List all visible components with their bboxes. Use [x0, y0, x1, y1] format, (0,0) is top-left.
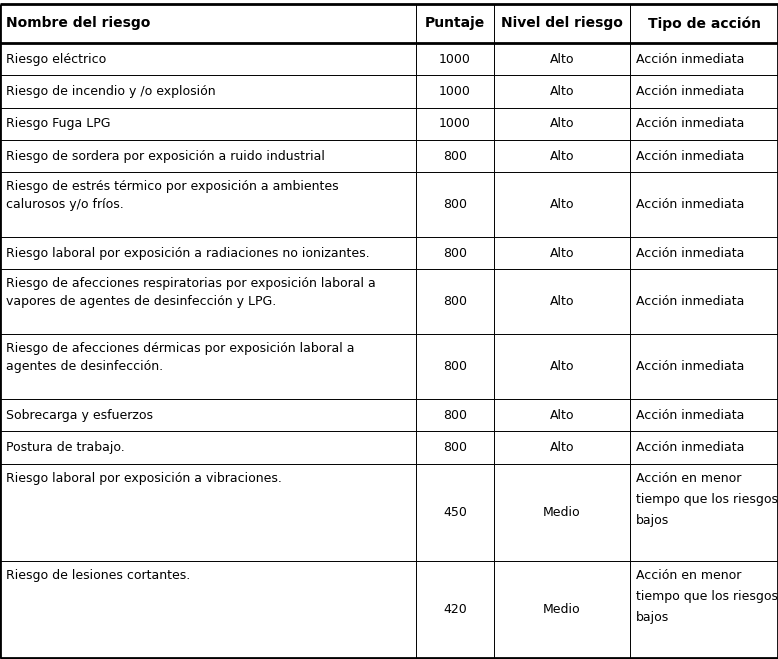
Text: 800: 800	[443, 150, 467, 163]
Text: Riesgo Fuga LPG: Riesgo Fuga LPG	[6, 117, 110, 130]
Text: Alto: Alto	[550, 150, 574, 163]
Text: Acción inmediata: Acción inmediata	[636, 441, 745, 454]
Text: Medio: Medio	[543, 506, 581, 519]
Text: Acción inmediata: Acción inmediata	[636, 150, 745, 163]
Text: Nombre del riesgo: Nombre del riesgo	[6, 16, 151, 30]
Text: 1000: 1000	[439, 85, 471, 98]
Text: 800: 800	[443, 198, 467, 212]
Text: Acción inmediata: Acción inmediata	[636, 295, 745, 308]
Text: Alto: Alto	[550, 360, 574, 373]
Text: Acción inmediata: Acción inmediata	[636, 247, 745, 260]
Text: Nivel del riesgo: Nivel del riesgo	[501, 16, 623, 30]
Text: Riesgo de incendio y /o explosión: Riesgo de incendio y /o explosión	[6, 85, 216, 98]
Text: 800: 800	[443, 441, 467, 454]
Text: Acción inmediata: Acción inmediata	[636, 198, 745, 212]
Text: Acción inmediata: Acción inmediata	[636, 409, 745, 422]
Text: 800: 800	[443, 409, 467, 422]
Text: Medio: Medio	[543, 603, 581, 616]
Text: Riesgo laboral por exposición a radiaciones no ionizantes.: Riesgo laboral por exposición a radiacio…	[6, 247, 370, 260]
Text: Riesgo de afecciones dérmicas por exposición laboral a
agentes de desinfección.: Riesgo de afecciones dérmicas por exposi…	[6, 342, 355, 373]
Text: Postura de trabajo.: Postura de trabajo.	[6, 441, 125, 454]
Text: Riesgo eléctrico: Riesgo eléctrico	[6, 53, 107, 65]
Text: Alto: Alto	[550, 247, 574, 260]
Text: Acción inmediata: Acción inmediata	[636, 360, 745, 373]
Text: 800: 800	[443, 247, 467, 260]
Text: Alto: Alto	[550, 409, 574, 422]
Text: Riesgo laboral por exposición a vibraciones.: Riesgo laboral por exposición a vibracio…	[6, 472, 282, 484]
Text: Alto: Alto	[550, 441, 574, 454]
Text: Alto: Alto	[550, 198, 574, 212]
Text: Acción inmediata: Acción inmediata	[636, 53, 745, 65]
Text: Riesgo de estrés térmico por exposición a ambientes
calurosos y/o fríos.: Riesgo de estrés térmico por exposición …	[6, 181, 339, 212]
Text: Sobrecarga y esfuerzos: Sobrecarga y esfuerzos	[6, 409, 153, 422]
Text: Tipo de acción: Tipo de acción	[647, 16, 761, 31]
Text: Alto: Alto	[550, 117, 574, 130]
Text: 420: 420	[443, 603, 467, 616]
Text: Riesgo de sordera por exposición a ruido industrial: Riesgo de sordera por exposición a ruido…	[6, 150, 325, 163]
Text: Acción inmediata: Acción inmediata	[636, 85, 745, 98]
Text: Acción en menor
tiempo que los riesgos
bajos: Acción en menor tiempo que los riesgos b…	[636, 569, 778, 624]
Text: 450: 450	[443, 506, 467, 519]
Text: Puntaje: Puntaje	[425, 16, 485, 30]
Text: Riesgo de afecciones respiratorias por exposición laboral a
vapores de agentes d: Riesgo de afecciones respiratorias por e…	[6, 277, 376, 308]
Text: Alto: Alto	[550, 295, 574, 308]
Text: 1000: 1000	[439, 53, 471, 65]
Text: Acción inmediata: Acción inmediata	[636, 117, 745, 130]
Text: 800: 800	[443, 360, 467, 373]
Text: Riesgo de lesiones cortantes.: Riesgo de lesiones cortantes.	[6, 569, 191, 582]
Text: Alto: Alto	[550, 85, 574, 98]
Text: 1000: 1000	[439, 117, 471, 130]
Text: Acción en menor
tiempo que los riesgos
bajos: Acción en menor tiempo que los riesgos b…	[636, 472, 778, 527]
Text: 800: 800	[443, 295, 467, 308]
Text: Alto: Alto	[550, 53, 574, 65]
